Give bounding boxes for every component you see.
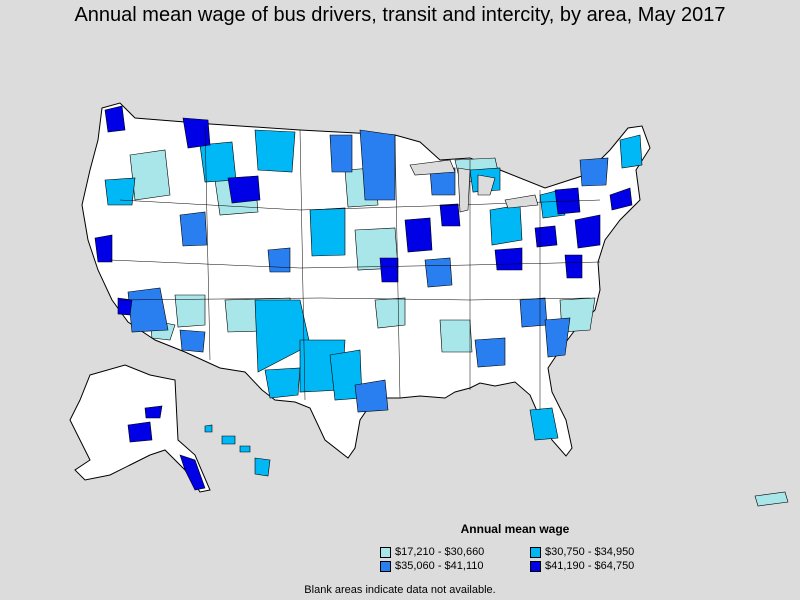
map-title: Annual mean wage of bus drivers, transit… (74, 4, 726, 26)
legend: Annual mean wage $17,210 - $30,660 $30,7… (380, 522, 670, 572)
puerto-rico (754, 491, 789, 507)
footnote: Blank areas indicate data not available. (304, 584, 496, 596)
great-lakes (409, 159, 539, 213)
legend-swatch-tier-2 (530, 546, 541, 558)
legend-swatch-tier-1 (380, 546, 391, 558)
legend-swatch-tier-3 (380, 560, 391, 572)
legend-item-tier-2: $30,750 - $34,950 (530, 546, 670, 558)
legend-item-tier-3: $35,060 - $41,110 (380, 560, 530, 572)
wage-tier-3-regions (127, 129, 609, 413)
wage-tier-4-regions (94, 105, 633, 316)
legend-label-tier-1: $17,210 - $30,660 (395, 546, 485, 558)
wage-tier-2-regions (104, 129, 643, 441)
legend-label-tier-4: $41,190 - $64,750 (545, 560, 635, 572)
legend-item-tier-1: $17,210 - $30,660 (380, 546, 530, 558)
legend-label-tier-2: $30,750 - $34,950 (545, 546, 635, 558)
legend-swatch-tier-4 (530, 560, 541, 572)
legend-label-tier-3: $35,060 - $41,110 (395, 560, 484, 572)
legend-item-tier-4: $41,190 - $64,750 (530, 560, 670, 572)
legend-title: Annual mean wage (460, 522, 570, 536)
alaska-wage-regions (127, 405, 206, 491)
hawaii (204, 424, 271, 477)
